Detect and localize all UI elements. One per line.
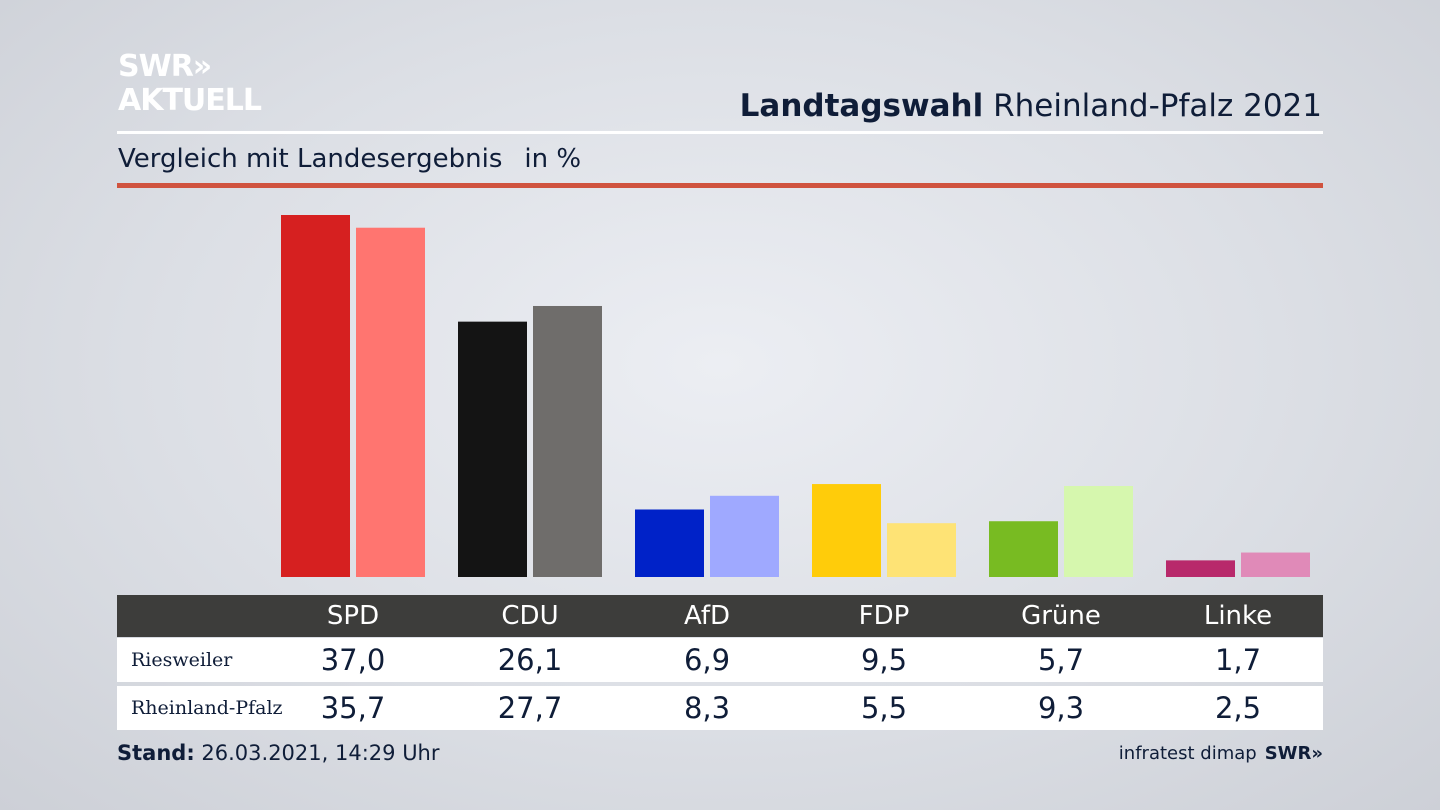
party-header-row: SPD CDU AfD FDP Grüne Linke: [117, 595, 1323, 637]
row-label: Rheinland-Pfalz: [131, 697, 283, 719]
data-value: 5,7: [1037, 643, 1085, 677]
data-value: 9,3: [1037, 691, 1085, 725]
bar-fdp-local: [812, 484, 881, 577]
bar-grne-local: [989, 521, 1058, 577]
data-value: 2,5: [1214, 691, 1262, 725]
bar-linke-state: [1241, 552, 1310, 577]
accent-divider: [117, 183, 1323, 188]
logo-line-1: SWR»: [118, 49, 212, 84]
party-label: AfD: [683, 601, 731, 631]
party-label: CDU: [501, 601, 559, 631]
data-value: 27,7: [497, 691, 563, 725]
bar-afd-local: [635, 509, 704, 577]
bar-spd-local: [281, 215, 350, 577]
table-row: Rheinland-Pfalz 35,7 27,7 8,3 5,5 9,3 2,5: [117, 686, 1323, 730]
bar-afd-state: [710, 495, 779, 577]
data-value: 35,7: [320, 691, 386, 725]
bar-grne-state: [1064, 486, 1133, 577]
source-credit: infratest dimap SWR»: [1119, 743, 1323, 764]
data-value: 5,5: [860, 691, 908, 725]
party-label: SPD: [326, 601, 380, 631]
swr-logo: SWR»: [1264, 743, 1323, 764]
title-rest: Rheinland-Pfalz 2021: [993, 88, 1322, 124]
bar-spd-state: [356, 227, 425, 577]
header-divider: [117, 131, 1323, 134]
table-row: Riesweiler 37,0 26,1 6,9 9,5 5,7 1,7: [117, 638, 1323, 682]
source-name: infratest dimap: [1118, 743, 1257, 764]
stand-value: 26.03.2021, 14:29 Uhr: [201, 741, 440, 765]
bar-cdu-state: [533, 305, 602, 577]
bar-linke-local: [1166, 560, 1235, 577]
logo-line-2: AKTUELL: [118, 83, 262, 118]
timestamp: Stand: 26.03.2021, 14:29 Uhr: [117, 741, 440, 765]
swr-aktuell-logo: SWR» AKTUELL: [118, 49, 262, 118]
row-label: Riesweiler: [131, 649, 233, 671]
page-title: Landtagswahl Rheinland-Pfalz 2021: [740, 88, 1322, 124]
subtitle-unit: in %: [524, 144, 582, 174]
bar-cdu-local: [458, 321, 527, 577]
data-value: 26,1: [497, 643, 563, 677]
subtitle-text: Vergleich mit Landesergebnis: [118, 144, 503, 174]
bar-fdp-state: [887, 523, 956, 577]
data-value: 8,3: [683, 691, 731, 725]
data-value: 37,0: [320, 643, 386, 677]
party-label: Grüne: [1021, 601, 1101, 631]
data-value: 9,5: [860, 643, 908, 677]
party-label: Linke: [1203, 601, 1273, 631]
party-label: FDP: [858, 601, 910, 631]
chart-subtitle: Vergleich mit Landesergebnis in %: [118, 144, 581, 174]
data-value: 1,7: [1214, 643, 1262, 677]
stand-label: Stand:: [117, 741, 195, 765]
title-bold: Landtagswahl: [739, 88, 984, 124]
data-value: 6,9: [683, 643, 731, 677]
